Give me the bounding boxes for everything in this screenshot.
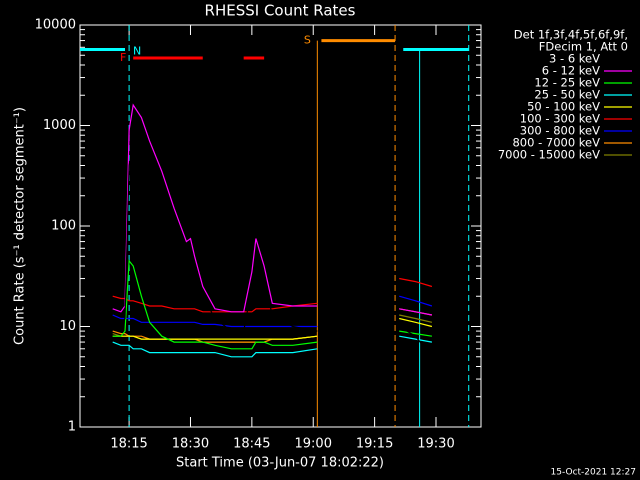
legend-header: FDecim 1, Att 0 [539,40,628,54]
legend-label: 6 - 12 keV [542,64,600,78]
y-tick-label: 1 [68,420,76,435]
x-tick-label: 18:30 [172,437,209,452]
series-line [112,314,433,343]
y-tick-label: 100 [51,219,76,234]
series-line [112,295,433,328]
series-line [112,259,432,350]
x-tick-label: 19:00 [295,437,332,452]
flag-label: S [304,34,311,47]
flag-label: F [120,51,126,64]
legend-label: 25 - 50 keV [534,88,600,102]
x-tick-label: 18:15 [110,437,147,452]
plot-frame [79,24,482,428]
x-tick-label: 19:15 [356,437,393,452]
legend-label: 12 - 25 keV [534,76,600,90]
legend-label: 300 - 800 keV [520,124,600,138]
legend-label: 50 - 100 keV [527,100,600,114]
series-line [112,335,433,358]
x-tick-label: 18:45 [233,437,270,452]
y-tick-label: 1000 [43,118,76,133]
y-axis-label: Count Rate (s⁻¹ detector segment⁻¹) [13,107,28,345]
x-axis-label: Start Time (03-Jun-07 18:02:22) [176,456,384,471]
flag-label: N [133,45,141,58]
legend-label: 3 - 6 keV [549,52,600,66]
x-tick-label: 19:30 [417,437,454,452]
legend-label: 100 - 300 keV [520,112,600,126]
chart-title: RHESSI Count Rates [205,2,356,20]
series-line [112,277,433,313]
footer: 15-Oct-2021 12:27 [551,468,636,478]
legend-label: 7000 - 15000 keV [498,148,600,162]
series-line [112,103,433,316]
y-tick-label: 10 [59,319,76,334]
legend-header: Det 1f,3f,4f,5f,6f,9f, [514,28,628,42]
legend-label: 800 - 7000 keV [512,136,600,150]
y-tick-label: 10000 [35,18,76,33]
series-line [112,142,433,358]
series-line [112,317,433,340]
